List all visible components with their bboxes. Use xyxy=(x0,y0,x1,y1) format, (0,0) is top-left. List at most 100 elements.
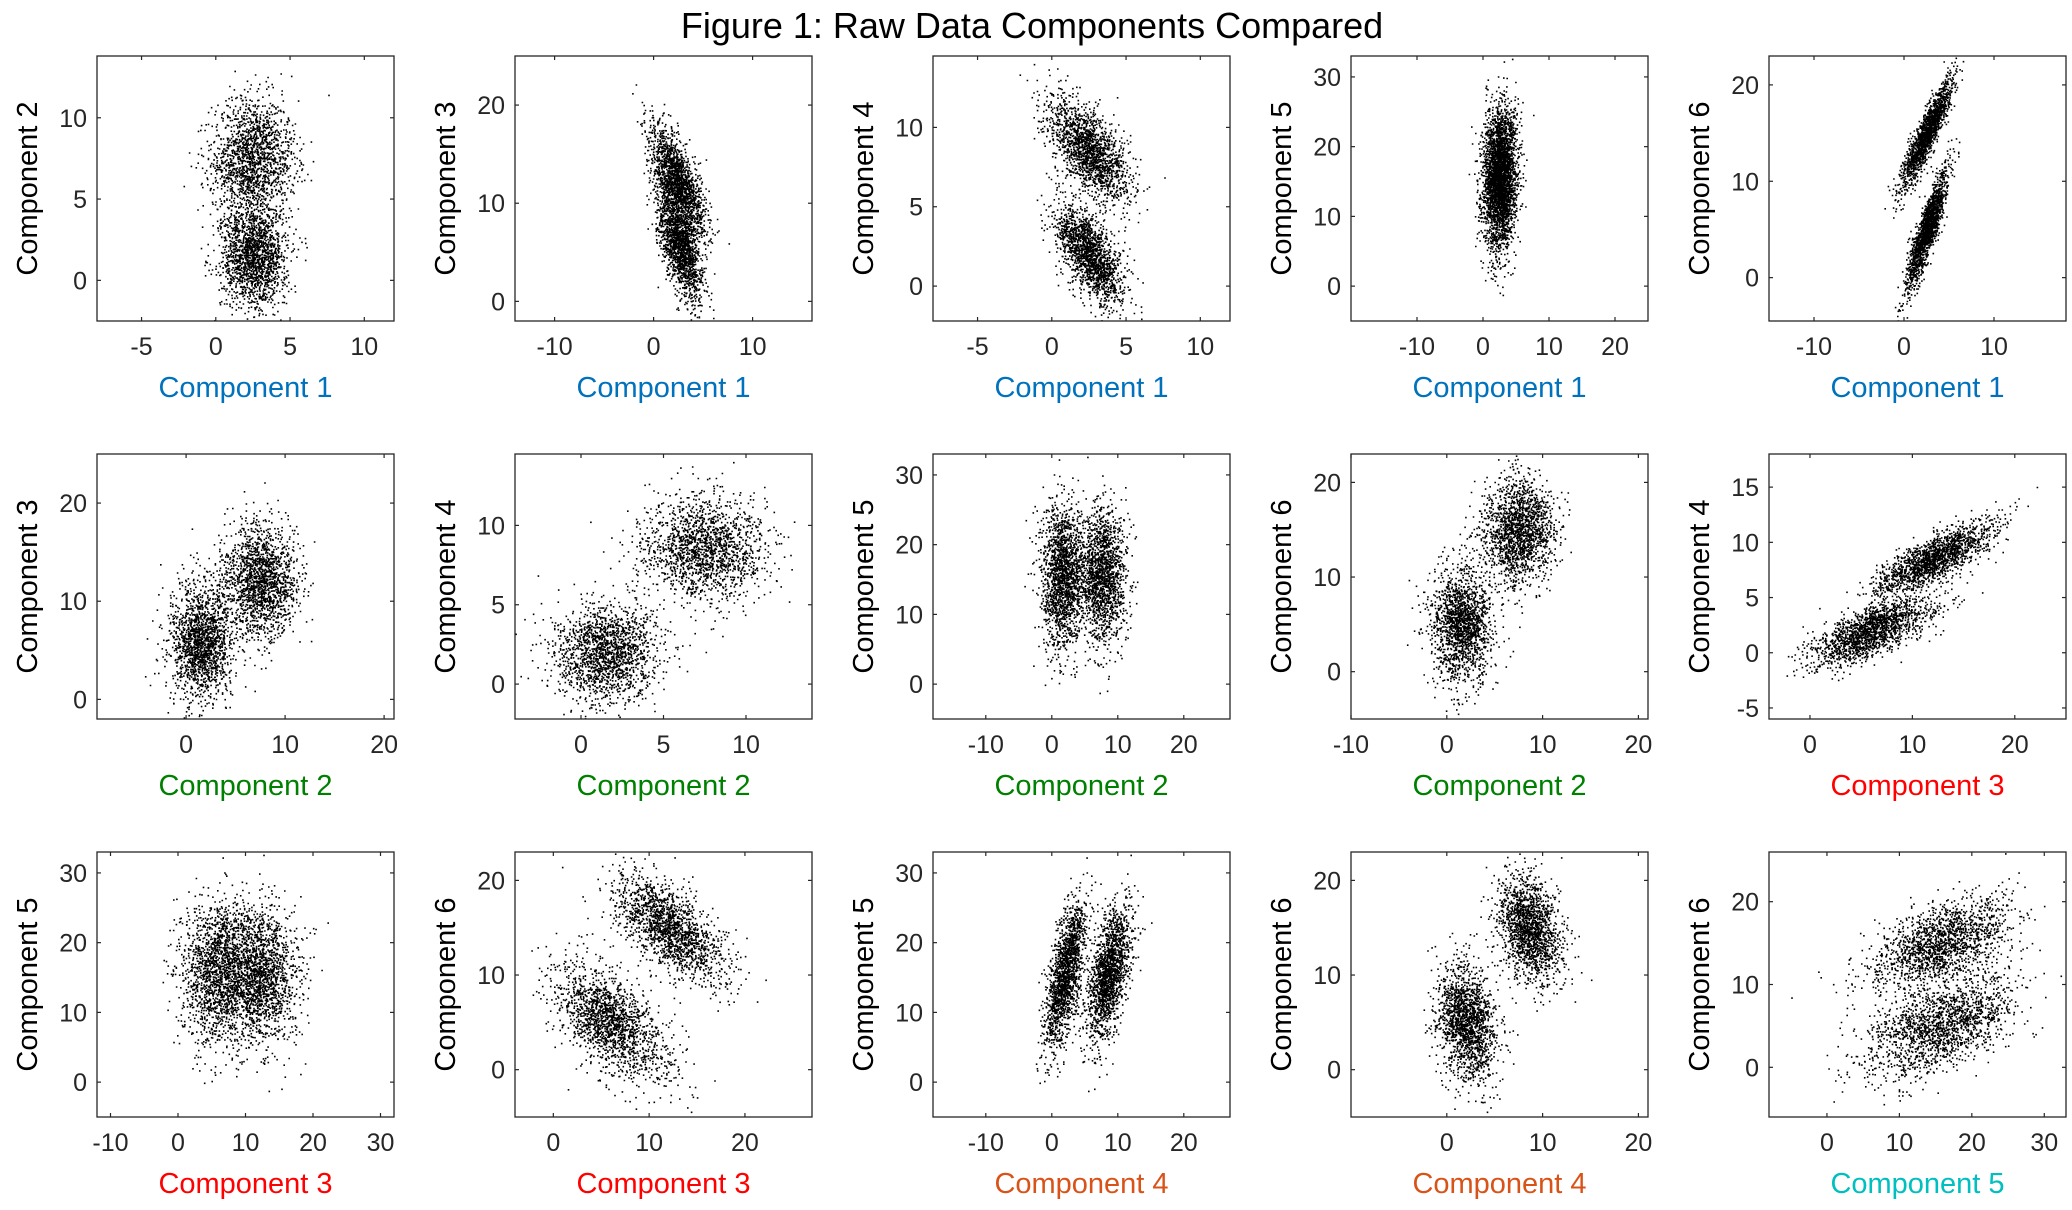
x-tick-label: 0 xyxy=(574,731,588,759)
y-tick-label: 20 xyxy=(477,867,505,895)
y-tick-label: 20 xyxy=(477,92,505,120)
scatter-marker xyxy=(1024,456,1139,719)
x-tick-label: 10 xyxy=(1104,1129,1132,1157)
axes-box xyxy=(932,453,1231,720)
x-tick-label: 20 xyxy=(731,1129,759,1157)
scatter-marker xyxy=(183,70,330,321)
y-tick-label: 0 xyxy=(909,273,923,301)
y-tick-label: -5 xyxy=(1737,695,1759,723)
x-tick-label: -10 xyxy=(968,1129,1004,1157)
y-tick-label: 20 xyxy=(1731,889,1759,917)
scatter-marker xyxy=(1406,455,1572,716)
y-tick-label: 5 xyxy=(491,592,505,620)
subplot-4: -10 0 10 20 0 10 20 30 Component 1 Component 5 xyxy=(1266,55,1649,404)
y-tick-label: 15 xyxy=(1731,474,1759,502)
y-axis-label: Component 5 xyxy=(848,897,880,1071)
scatter-points xyxy=(183,70,330,321)
subplot-8: -10 0 10 20 0 10 20 30 Component 2 Component 5 xyxy=(848,453,1231,802)
scatter-points xyxy=(1468,58,1535,321)
x-tick-label: 10 xyxy=(1885,1129,1913,1157)
x-tick-label: 10 xyxy=(271,731,299,759)
x-axis-label: Component 1 xyxy=(994,372,1168,404)
x-tick-label: 20 xyxy=(1958,1129,1986,1157)
y-tick-label: 20 xyxy=(1731,72,1759,100)
x-axis-label: Component 3 xyxy=(158,1168,332,1200)
x-axis-label: Component 1 xyxy=(576,372,750,404)
x-tick-label: 10 xyxy=(1980,333,2008,361)
x-tick-label: 0 xyxy=(171,1129,185,1157)
y-tick-label: 20 xyxy=(59,930,87,958)
x-tick-label: 20 xyxy=(1625,1129,1653,1157)
x-tick-label: 20 xyxy=(1625,731,1653,759)
y-tick-label: 20 xyxy=(1313,469,1341,497)
y-tick-label: 10 xyxy=(59,999,87,1027)
y-tick-label: 10 xyxy=(895,999,923,1027)
x-tick-label: 30 xyxy=(2030,1129,2058,1157)
scatter-points xyxy=(1019,63,1166,321)
axes-box xyxy=(514,851,813,1118)
x-tick-label: 0 xyxy=(179,731,193,759)
x-tick-label: 10 xyxy=(232,1129,260,1157)
x-tick-label: -10 xyxy=(92,1129,128,1157)
y-tick-label: 30 xyxy=(1313,64,1341,92)
y-axis-label: Component 4 xyxy=(430,499,462,673)
x-tick-label: -10 xyxy=(968,731,1004,759)
scatter-points xyxy=(1406,455,1572,716)
x-axis-label: Component 4 xyxy=(994,1168,1168,1200)
y-tick-label: 10 xyxy=(59,588,87,616)
y-tick-label: 0 xyxy=(73,686,87,714)
x-tick-label: 10 xyxy=(1898,731,1926,759)
x-axis-label: Component 2 xyxy=(158,770,332,802)
x-tick-label: 10 xyxy=(732,731,760,759)
y-axis-label: Component 3 xyxy=(12,499,44,673)
scatter-points xyxy=(531,853,767,1114)
y-tick-label: 5 xyxy=(1745,585,1759,613)
x-tick-label: 0 xyxy=(1045,333,1059,361)
x-tick-label: -10 xyxy=(1399,333,1435,361)
x-tick-label: 0 xyxy=(1897,333,1911,361)
x-axis-label: Component 1 xyxy=(1830,372,2004,404)
scatter-marker xyxy=(531,853,767,1114)
scatter-points xyxy=(162,854,329,1117)
scatter-points xyxy=(1791,853,2065,1106)
x-tick-label: 10 xyxy=(1529,1129,1557,1157)
y-tick-label: 5 xyxy=(73,186,87,214)
x-tick-label: 0 xyxy=(546,1129,560,1157)
axes-box xyxy=(1768,453,2067,720)
scatter-marker xyxy=(144,482,316,719)
x-tick-label: 20 xyxy=(2001,731,2029,759)
y-tick-label: 10 xyxy=(1731,529,1759,557)
x-tick-label: 0 xyxy=(1045,731,1059,759)
subplot-6: 0 10 20 0 10 20 Component 2 Component 3 xyxy=(12,453,398,802)
axes-box xyxy=(1350,55,1649,322)
x-tick-label: 10 xyxy=(1535,333,1563,361)
y-tick-label: 0 xyxy=(909,671,923,699)
scatter-points xyxy=(1786,486,2039,682)
subplot-grid: -5 0 5 10 0 5 10 Component 1 Component 2 -10 0 10 0 1… xyxy=(12,55,2067,1200)
y-tick-label: 10 xyxy=(1313,564,1341,592)
y-axis-label: Component 5 xyxy=(848,499,880,673)
y-tick-label: 10 xyxy=(1731,168,1759,196)
y-tick-label: 30 xyxy=(895,462,923,490)
x-tick-label: 0 xyxy=(647,333,661,361)
scatter-marker xyxy=(1786,486,2039,682)
subplot-9: -10 0 10 20 0 10 20 Component 2 Component 6 xyxy=(1266,453,1653,802)
y-tick-label: 0 xyxy=(1745,640,1759,668)
y-axis-label: Component 4 xyxy=(848,101,880,275)
scatter-marker xyxy=(1468,58,1535,321)
x-axis-label: Component 4 xyxy=(1412,1168,1586,1200)
y-axis-label: Component 6 xyxy=(1266,897,1298,1071)
x-axis-label: Component 2 xyxy=(994,770,1168,802)
y-tick-label: 20 xyxy=(895,930,923,958)
subplot-7: 0 5 10 0 5 10 Component 2 Component 4 xyxy=(430,453,813,802)
x-tick-label: 0 xyxy=(1440,1129,1454,1157)
x-tick-label: 10 xyxy=(739,333,767,361)
x-tick-label: 10 xyxy=(1186,333,1214,361)
y-tick-label: 20 xyxy=(1313,134,1341,162)
x-tick-label: 5 xyxy=(657,731,671,759)
x-tick-label: 0 xyxy=(1820,1129,1834,1157)
x-tick-label: 0 xyxy=(1440,731,1454,759)
y-tick-label: 0 xyxy=(1745,265,1759,293)
subplot-14: 0 10 20 0 10 20 Component 4 Component 6 xyxy=(1266,851,1653,1200)
y-axis-label: Component 5 xyxy=(1266,101,1298,275)
